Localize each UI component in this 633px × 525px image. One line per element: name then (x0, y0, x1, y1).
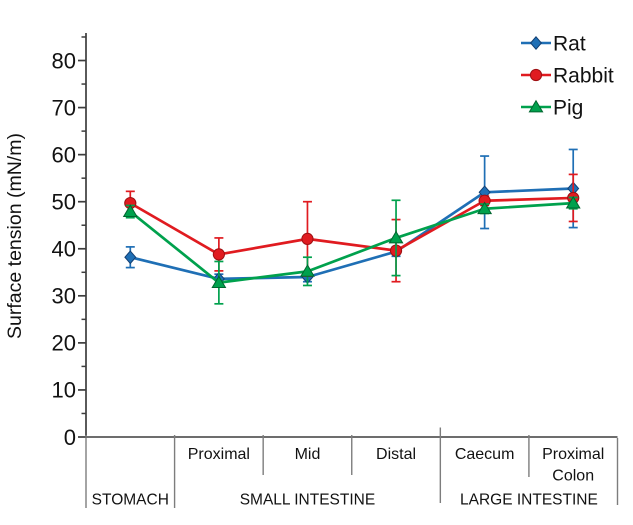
legend-marker-rat (529, 36, 543, 50)
series-line-pig (128, 201, 575, 284)
x-axis-group-label: LARGE INTESTINE (460, 492, 598, 509)
data-point-pig (565, 195, 581, 209)
data-point-pig (299, 264, 315, 277)
y-axis-tick-label: 70 (52, 95, 76, 120)
x-axis-sublabel: Mid (295, 446, 321, 463)
x-axis-sublabel: Proximal (188, 446, 250, 463)
legend-label-rabbit: Rabbit (553, 65, 614, 88)
data-point-rat (124, 250, 137, 265)
x-axis-group-label: SMALL INTESTINE (240, 492, 376, 509)
x-axis-sublabel: Colon (552, 468, 594, 485)
y-axis-tick-label: 40 (52, 237, 76, 262)
data-point-rabbit (301, 232, 314, 245)
x-axis-sublabel: Distal (376, 446, 416, 463)
legend-marker-rabbit (529, 68, 543, 82)
x-axis-sublabel: Caecum (455, 446, 515, 463)
y-axis-tick-label: 30 (52, 284, 76, 309)
data-point-pig (388, 230, 404, 244)
y-axis-tick-label: 10 (52, 378, 76, 403)
legend-marker-pig (528, 99, 544, 113)
y-axis-tick-label: 60 (52, 142, 76, 167)
legend-label-pig: Pig (553, 97, 583, 120)
legend-label-rat: Rat (553, 33, 586, 56)
y-axis-tick-label: 20 (52, 331, 76, 356)
y-axis-title: Surface tension (mN/m) (4, 133, 26, 339)
series-line-rabbit (128, 196, 575, 256)
y-axis-tick-label: 80 (52, 48, 76, 73)
y-axis-tick-label: 0 (64, 425, 76, 450)
data-point-pig (477, 201, 493, 215)
data-point-rabbit (212, 248, 225, 261)
data-point-pig (122, 204, 138, 217)
series-line-rat (128, 187, 575, 281)
data-point-pig (211, 275, 227, 289)
x-axis-sublabel: Proximal (542, 446, 604, 463)
y-axis-tick-label: 50 (52, 190, 76, 215)
x-axis-group-label: STOMACH (92, 492, 169, 509)
